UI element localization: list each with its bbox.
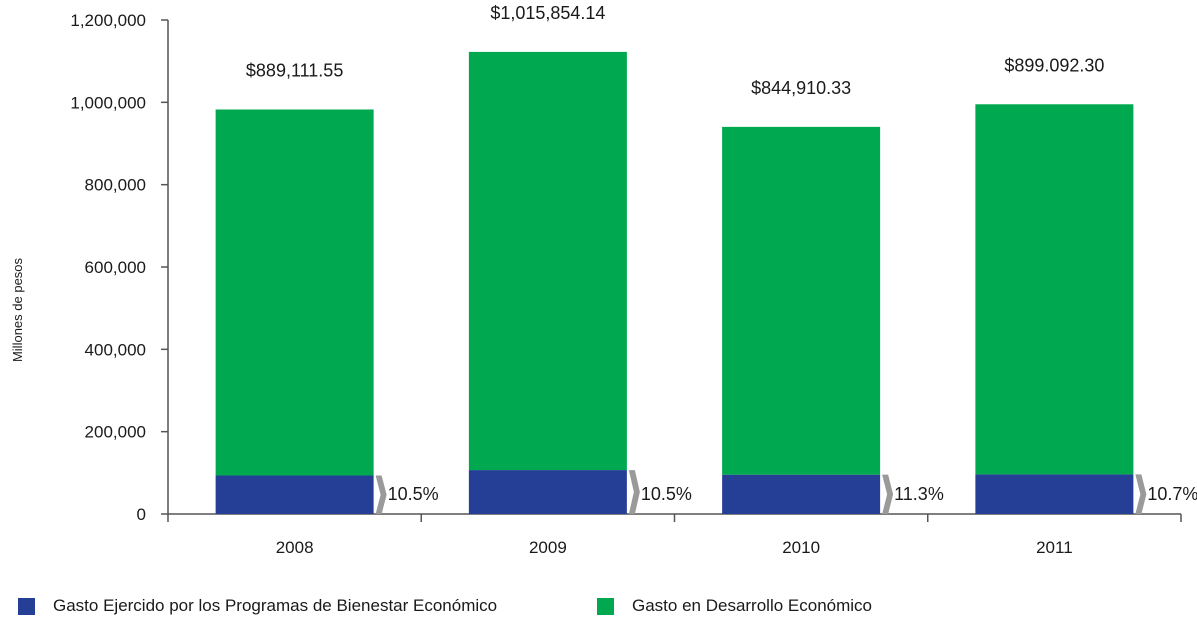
y-tick-label: 600,000 [85, 258, 146, 277]
bar-desarrollo [975, 104, 1134, 475]
bars [215, 51, 1134, 514]
percent-label: 10.7% [1147, 484, 1197, 504]
bar-bienestar [722, 474, 881, 514]
data-labels: $889,111.55 10.5% $1,015,854.14 10.5% $844,9… [246, 3, 1197, 514]
y-axis-label: Millones de pesos [10, 257, 25, 362]
x-axis: 2008 2009 2010 2011 [167, 513, 1182, 557]
bar-total-label: $1,015,854.14 [490, 3, 605, 23]
percent-label: 11.3% [894, 484, 944, 504]
y-tick-label: 800,000 [85, 176, 146, 195]
x-tick-label: 2011 [1036, 538, 1073, 557]
bar-total-label: $889,111.55 [246, 60, 343, 80]
bar-total-label: $899.092.30 [1004, 55, 1104, 75]
y-tick-label: 400,000 [85, 340, 146, 359]
percent-chevron [882, 474, 894, 514]
y-tick-label: 1,000,000 [70, 93, 146, 112]
percent-label: 10.5% [641, 484, 692, 504]
legend-item-desarrollo: Gasto en Desarrollo Económico [597, 596, 872, 616]
bar-bienestar [468, 470, 627, 514]
y-tick-label: 200,000 [85, 423, 146, 442]
y-tick-label: 1,200,000 [70, 11, 146, 30]
bar-total-label: $844,910.33 [751, 78, 851, 98]
y-tick-label: 0 [137, 505, 146, 524]
x-tick-label: 2009 [529, 538, 567, 557]
y-axis: 0 200,000 400,000 600,000 800,000 1,000,000 1,… [70, 11, 169, 524]
percent-chevron [1135, 474, 1147, 514]
legend-item-bienestar: Gasto Ejercido por los Programas de Bien… [18, 596, 497, 616]
bar-desarrollo [722, 126, 881, 475]
x-tick-label: 2008 [276, 538, 314, 557]
bar-desarrollo [215, 109, 374, 476]
bar-bienestar [975, 474, 1134, 514]
percent-chevron [375, 475, 387, 514]
percent-chevron [628, 470, 640, 514]
x-tick-label: 2010 [782, 538, 820, 557]
legend-swatch-green [597, 597, 614, 615]
legend-swatch-blue [18, 597, 35, 615]
stacked-bar-chart: 0 200,000 400,000 600,000 800,000 1,000,000 1,… [10, 3, 1197, 557]
bar-bienestar [215, 475, 374, 514]
bar-desarrollo [468, 51, 627, 471]
legend-label-bienestar: Gasto Ejercido por los Programas de Bien… [53, 596, 498, 615]
legend-label-desarrollo: Gasto en Desarrollo Económico [632, 596, 873, 615]
percent-label: 10.5% [388, 484, 439, 504]
